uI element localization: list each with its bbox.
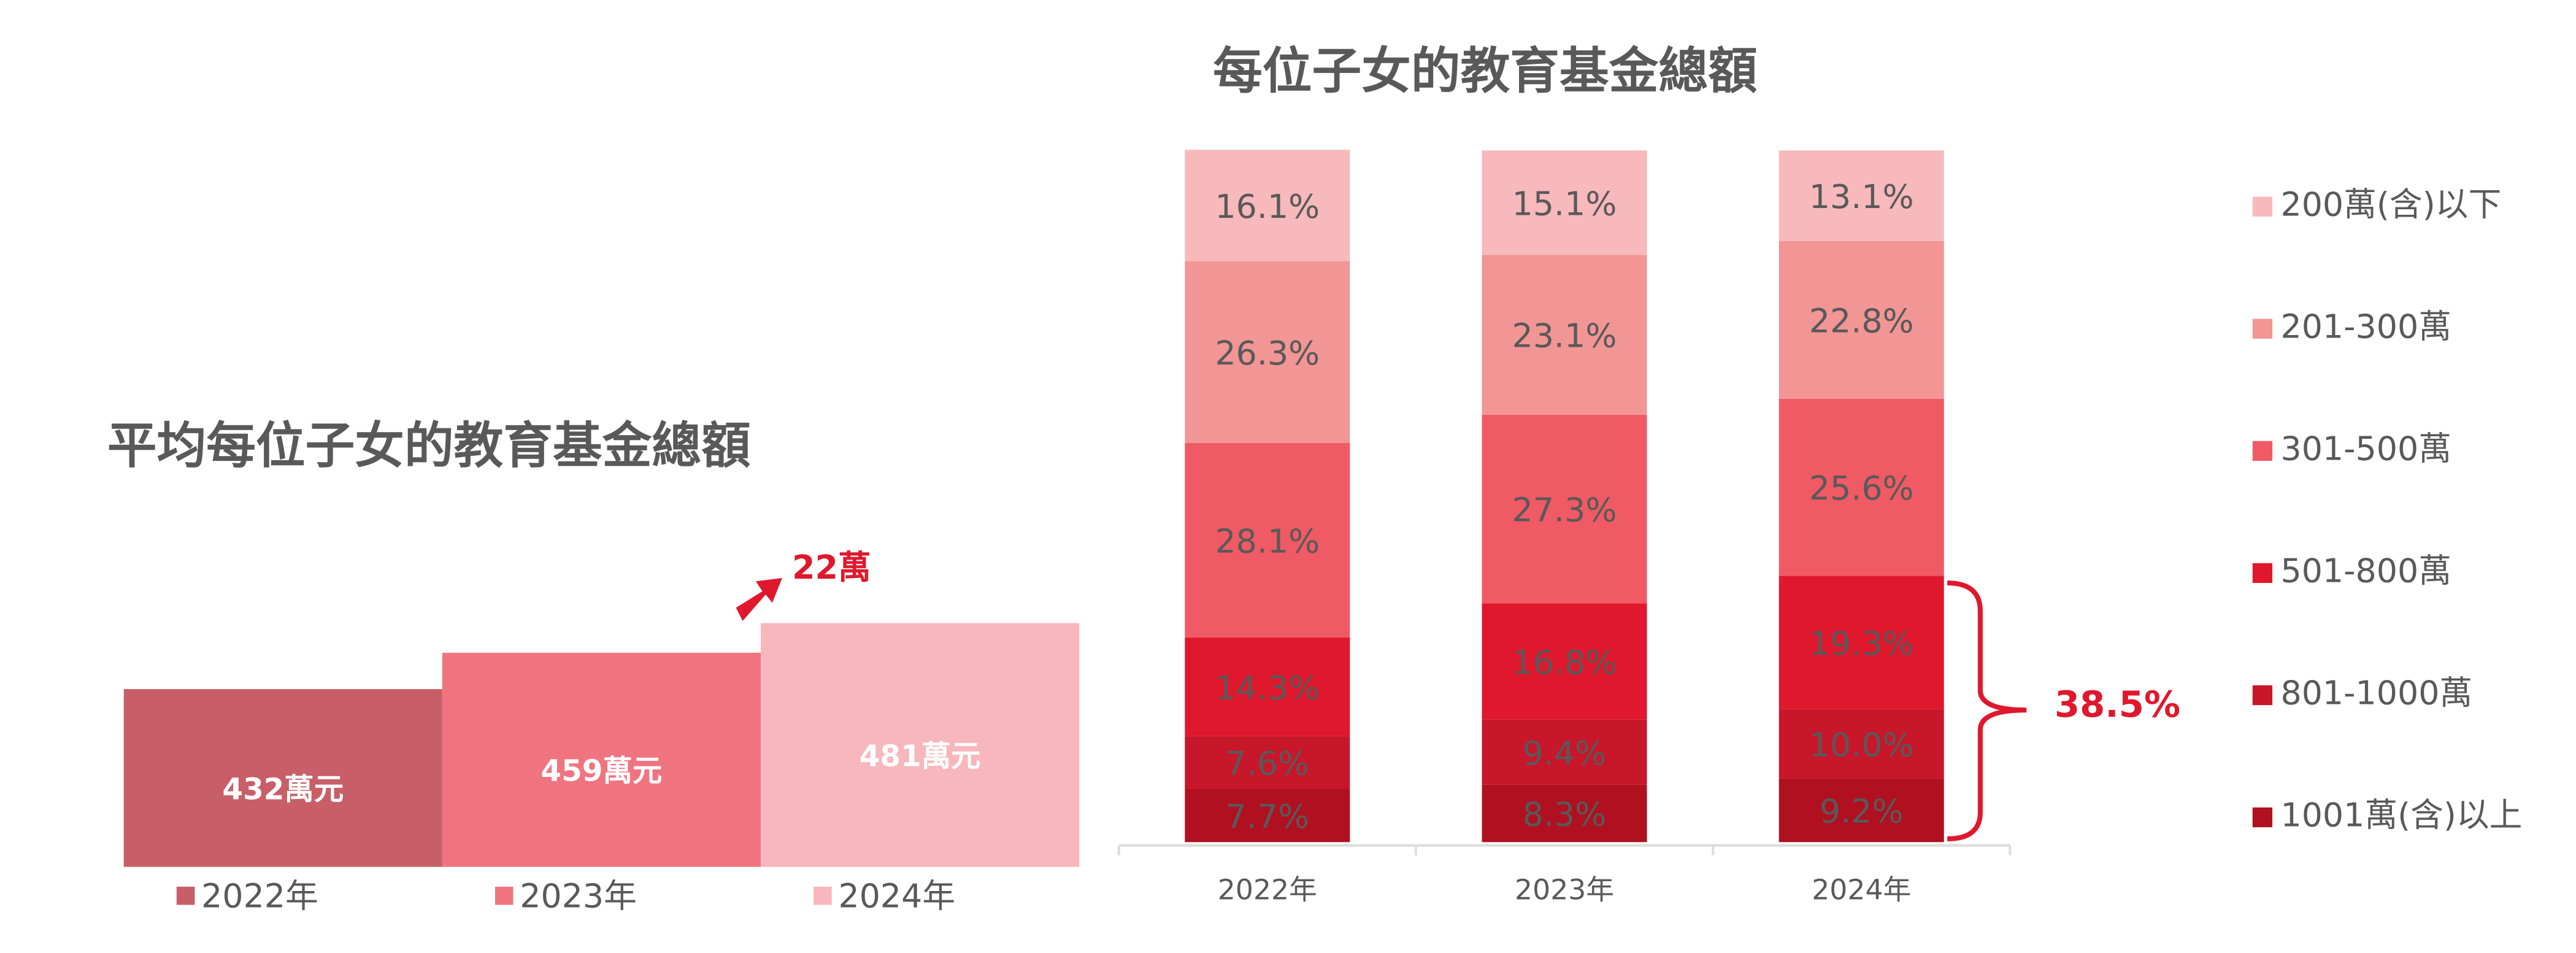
bar-segment (1778, 241, 1944, 399)
x-tick-label: 2022年 (1218, 874, 1317, 906)
bar (123, 689, 442, 867)
legend-label: 2023年 (520, 876, 637, 915)
x-tick-label: 2023年 (1515, 874, 1614, 906)
bar-segment (1482, 255, 1647, 415)
chart-title: 每位子女的教育基金總額 (1213, 42, 1758, 100)
bar-segment (1778, 576, 1944, 709)
annotation: 38.5% (2055, 683, 2180, 725)
legend-label: 2024年 (838, 876, 955, 915)
legend-swatch (2252, 441, 2273, 461)
value-label: 26.3% (1215, 334, 1320, 372)
bar-segment (1185, 442, 1350, 638)
value-label: 22.8% (1809, 301, 1914, 340)
bar-segment (1185, 637, 1350, 736)
legend-swatch (2252, 685, 2273, 706)
bar-segment (1185, 736, 1350, 789)
annotation: 22萬 (792, 548, 871, 587)
value-label: 16.1% (1215, 187, 1320, 226)
bar-segment (1482, 603, 1647, 720)
value-label: 14.3% (1215, 668, 1320, 707)
value-label: 27.3% (1512, 491, 1617, 530)
bar-segment (1185, 150, 1350, 261)
value-label: 8.3% (1523, 795, 1607, 834)
value-label: 481萬元 (859, 739, 981, 774)
bar-segment (1482, 414, 1647, 604)
bar-segment (1185, 789, 1350, 843)
bar-segment (1778, 778, 1944, 843)
value-label: 7.7% (1226, 797, 1310, 836)
legend-swatch (2252, 807, 2273, 828)
legend-label: 2022年 (201, 876, 318, 915)
value-label: 459萬元 (541, 754, 663, 789)
legend-swatch (813, 886, 832, 905)
arrow (736, 577, 783, 621)
legend-label: 201-300萬 (2281, 307, 2452, 345)
value-label: 25.6% (1809, 469, 1914, 507)
value-label: 432萬元 (222, 772, 344, 806)
legend-swatch (2252, 563, 2273, 584)
legend-label: 501-800萬 (2281, 552, 2452, 590)
bar (761, 623, 1080, 867)
legend-label: 301-500萬 (2281, 429, 2452, 468)
brace (1947, 580, 2027, 841)
value-label: 7.6% (1226, 744, 1310, 783)
value-label: 9.2% (1820, 792, 1904, 830)
x-tick-label: 2024年 (1812, 874, 1911, 906)
legend-swatch (2252, 318, 2273, 339)
bar-segment (1185, 261, 1350, 443)
bar-segment (1778, 709, 1944, 779)
value-label: 19.3% (1809, 624, 1914, 663)
legend-label: 200萬(含)以下 (2281, 185, 2502, 223)
legend-swatch (494, 886, 513, 905)
value-label: 15.1% (1512, 184, 1617, 223)
legend-label: 801-1000萬 (2281, 674, 2473, 712)
legend-swatch (176, 886, 195, 905)
bar (442, 652, 761, 867)
bar-segment (1482, 150, 1647, 255)
value-label: 23.1% (1512, 317, 1617, 355)
value-label: 9.4% (1523, 734, 1607, 773)
value-label: 16.8% (1512, 643, 1617, 682)
bar-segment (1482, 719, 1647, 785)
value-label: 28.1% (1215, 522, 1320, 560)
bar-segment (1778, 398, 1944, 576)
legend-label: 1001萬(含)以上 (2281, 796, 2523, 835)
value-label: 10.0% (1809, 725, 1914, 764)
legend-swatch (2252, 196, 2273, 217)
bar-segment (1482, 784, 1647, 843)
value-label: 13.1% (1809, 177, 1914, 216)
bar-segment (1778, 150, 1944, 241)
chart-title: 平均每位子女的教育基金總額 (107, 417, 751, 475)
